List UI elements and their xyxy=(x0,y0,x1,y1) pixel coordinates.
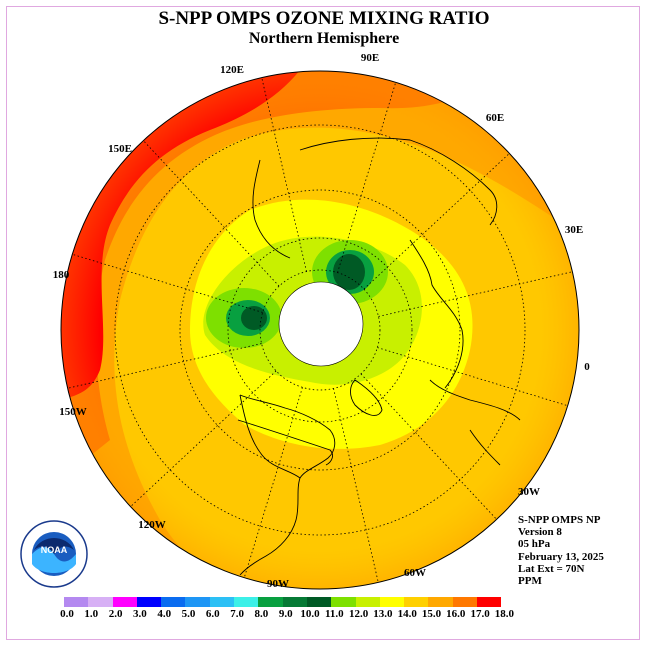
colorbar-swatch xyxy=(331,597,356,607)
colorbar-swatch xyxy=(234,597,259,607)
colorbar-tick-label: 10.0 xyxy=(300,608,320,620)
lon-label-120e: 120E xyxy=(220,64,244,76)
colorbar-tick-label: 5.0 xyxy=(181,608,196,620)
meridian-line xyxy=(72,253,263,313)
ozone-field xyxy=(61,71,579,589)
colorbar xyxy=(64,597,502,607)
colorbar-tick-label: 14.0 xyxy=(397,608,417,620)
logo-bird xyxy=(34,538,74,554)
lon-label-150w: 150W xyxy=(59,406,87,418)
info-level: 05 hPa xyxy=(518,538,551,551)
colorbar-swatch xyxy=(306,597,332,607)
lon-label-150e: 150E xyxy=(108,143,132,155)
map-subtitle: Northern Hemisphere xyxy=(248,30,400,47)
lon-label-90e: 90E xyxy=(361,52,379,64)
colorbar-swatch xyxy=(258,597,283,607)
info-instrument: S-NPP OMPS NP xyxy=(518,514,601,526)
figure-frame xyxy=(6,6,640,640)
info-date: February 13, 2025 xyxy=(518,550,604,563)
lon-label-30w: 30W xyxy=(518,486,540,498)
colorbar-ticks: 0.0 1.0 2.0 3.0 4.0 5.0 6.0 7.0 8.0 9.0 10.0 11.0 12… xyxy=(0,608,648,622)
colorbar-tick-label: 13.0 xyxy=(373,608,393,620)
meridian-line xyxy=(143,140,280,287)
colorbar-swatch xyxy=(136,597,162,607)
colorbar-swatch xyxy=(209,597,235,607)
colorbar-swatch xyxy=(112,597,137,607)
colorbar-tick-label: 15.0 xyxy=(421,608,442,620)
coast-pacific xyxy=(252,159,291,259)
colorbar-swatch xyxy=(185,597,210,607)
meridian-line xyxy=(67,343,262,389)
colorbar-tick-label: 8.0 xyxy=(254,608,269,620)
colorbar-swatch xyxy=(282,597,307,607)
colorbar-tick-label: 1.0 xyxy=(84,608,99,620)
meridian-line xyxy=(360,373,497,520)
colorbar-tick-label: 16.0 xyxy=(446,608,466,620)
colorbar-swatch xyxy=(404,597,429,607)
graticule xyxy=(67,77,573,583)
coast-asia xyxy=(299,137,498,226)
coast-europe xyxy=(469,429,501,466)
colorbar-swatch xyxy=(161,597,186,607)
coast-greenland xyxy=(350,379,383,416)
logo-text: NOAA xyxy=(41,545,68,555)
colorbar-swatch xyxy=(355,597,380,607)
lon-label-60w: 60W xyxy=(404,567,426,579)
lon-label-120w: 120W xyxy=(138,519,166,531)
colorbar-tick-label: 3.0 xyxy=(133,608,147,620)
info-lat-ext: Lat Ext = 70N xyxy=(518,562,585,575)
lon-label-180: 180 xyxy=(53,269,70,281)
colorbar-tick-label: 9.0 xyxy=(278,608,293,620)
map-title: S-NPP OMPS OZONE MIXING RATIO xyxy=(158,8,490,29)
colorbar-swatch xyxy=(428,597,453,607)
lon-label-0: 0 xyxy=(584,361,590,373)
lat-circle-70 xyxy=(259,269,381,391)
colorbar-tick-label: 18.0 xyxy=(494,608,515,620)
lon-label-90w: 90W xyxy=(267,578,289,590)
coast-north-america xyxy=(239,394,336,576)
lat-circle-60 xyxy=(227,237,413,423)
colorbar-tick-label: 17.0 xyxy=(470,608,490,620)
lat-circle-30 xyxy=(114,124,526,536)
info-units: PPM xyxy=(518,575,542,588)
colorbar-tick-label: 4.0 xyxy=(157,608,172,620)
colorbar-tick-label: 6.0 xyxy=(205,608,220,620)
polar-night-no-data xyxy=(278,281,364,367)
colorbar-tick-label: 2.0 xyxy=(108,608,123,620)
meridian-line xyxy=(378,271,573,317)
meridian-line xyxy=(130,370,277,507)
colorbar-tick-label: 11.0 xyxy=(324,608,344,620)
colorbar-swatch xyxy=(452,597,478,607)
meridian-line xyxy=(261,77,307,272)
noaa-logo: NOAA xyxy=(20,520,88,588)
us-border xyxy=(237,419,333,466)
meridian-line xyxy=(377,347,568,407)
meridian-line xyxy=(333,388,379,583)
meridian-line xyxy=(243,387,303,578)
coast-hudson xyxy=(239,394,301,479)
info-version: Version 8 xyxy=(518,526,562,539)
colorbar-swatch xyxy=(477,597,502,607)
map-boundary xyxy=(60,70,580,590)
colorbar-swatch xyxy=(64,597,89,607)
logo-wave xyxy=(32,547,76,573)
lat-circle-45 xyxy=(179,189,461,471)
colorbar-swatch xyxy=(379,597,405,607)
coast-eurasia-west xyxy=(409,239,464,389)
colorbar-tick-label: 7.0 xyxy=(230,608,244,620)
meridian-line xyxy=(337,82,397,273)
meridian-line xyxy=(363,153,510,290)
colorbar-tick-label: 12.0 xyxy=(348,608,369,620)
colorbar-swatch xyxy=(88,597,113,607)
coast-africa xyxy=(429,379,521,421)
lon-label-30e: 30E xyxy=(565,224,583,236)
coastlines xyxy=(237,137,521,576)
lon-label-60e: 60E xyxy=(486,112,504,124)
info-block: S-NPP OMPS NP Version 8 05 hPa February … xyxy=(518,514,604,587)
colorbar-tick-label: 0.0 xyxy=(60,608,74,620)
